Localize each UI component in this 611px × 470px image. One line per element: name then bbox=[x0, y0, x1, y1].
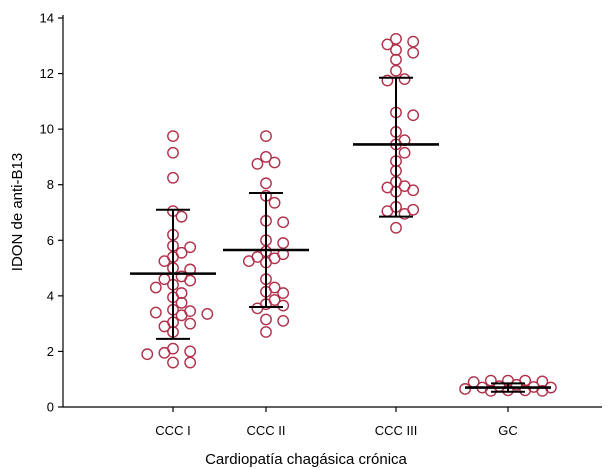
data-point bbox=[268, 196, 281, 209]
data-point bbox=[277, 237, 290, 249]
data-point bbox=[277, 314, 290, 327]
data-point bbox=[268, 156, 281, 169]
x-tick-label: CCC III bbox=[375, 423, 418, 438]
data-point bbox=[519, 384, 532, 397]
y-tick-label: 8 bbox=[47, 177, 54, 192]
data-point bbox=[158, 320, 171, 333]
data-point bbox=[175, 210, 188, 223]
axes: 0 2 4 6 8 10 12 14 CCC I CCC II CCC III GC bbox=[40, 11, 602, 438]
data-point bbox=[149, 306, 162, 319]
data-point bbox=[141, 348, 154, 361]
data-point bbox=[459, 383, 471, 395]
x-axis-title: Cardiopatía chagásica crónica bbox=[205, 451, 407, 468]
data-point bbox=[381, 74, 394, 87]
data-point bbox=[184, 241, 197, 254]
data-point bbox=[277, 216, 290, 229]
data-point bbox=[260, 313, 272, 326]
chart-marks bbox=[141, 32, 557, 397]
data-point bbox=[251, 302, 264, 315]
data-point bbox=[175, 309, 188, 322]
data-point bbox=[390, 53, 402, 66]
data-point bbox=[167, 356, 179, 369]
data-point bbox=[184, 274, 197, 287]
data-point bbox=[242, 255, 255, 268]
y-tick-label: 12 bbox=[40, 66, 54, 81]
data-point bbox=[277, 287, 290, 299]
y-tick-label: 2 bbox=[47, 344, 54, 359]
data-point bbox=[407, 35, 420, 48]
data-point bbox=[390, 221, 402, 234]
data-point bbox=[201, 308, 214, 320]
data-point bbox=[167, 146, 179, 159]
mean-sd-markers bbox=[130, 76, 551, 393]
data-point bbox=[158, 255, 171, 268]
y-tick-label: 6 bbox=[47, 233, 54, 248]
data-point bbox=[260, 177, 272, 190]
y-tick-label: 4 bbox=[47, 288, 54, 303]
data-point bbox=[184, 356, 197, 369]
y-axis-title: IDON de anti-B13 bbox=[9, 153, 26, 271]
data-point bbox=[260, 151, 272, 163]
data-point bbox=[398, 146, 411, 159]
data-point bbox=[407, 46, 420, 59]
data-point bbox=[407, 184, 420, 197]
data-point bbox=[381, 205, 394, 218]
data-point bbox=[184, 317, 197, 330]
data-point bbox=[149, 281, 162, 294]
y-tick-label: 0 bbox=[47, 400, 54, 415]
data-point bbox=[390, 32, 402, 45]
x-tick-label: CCC I bbox=[155, 423, 190, 438]
data-point bbox=[381, 38, 394, 51]
data-point bbox=[158, 346, 171, 359]
y-tick-label: 10 bbox=[40, 122, 54, 137]
data-point bbox=[175, 296, 188, 309]
data-point bbox=[167, 171, 179, 184]
y-tick-label: 14 bbox=[40, 11, 54, 26]
data-point bbox=[398, 207, 411, 220]
data-point bbox=[184, 345, 197, 358]
data-point bbox=[167, 130, 179, 142]
data-point bbox=[277, 299, 290, 312]
data-point bbox=[390, 64, 402, 77]
data-point bbox=[260, 130, 272, 142]
data-point bbox=[536, 384, 549, 397]
data-point bbox=[398, 73, 411, 86]
x-tick-label: GC bbox=[498, 423, 518, 438]
data-point bbox=[407, 109, 420, 122]
data-point bbox=[251, 157, 264, 170]
data-point bbox=[510, 378, 523, 391]
data-point bbox=[260, 326, 272, 338]
data-point bbox=[390, 44, 402, 56]
x-tick-label: CCC II bbox=[247, 423, 286, 438]
